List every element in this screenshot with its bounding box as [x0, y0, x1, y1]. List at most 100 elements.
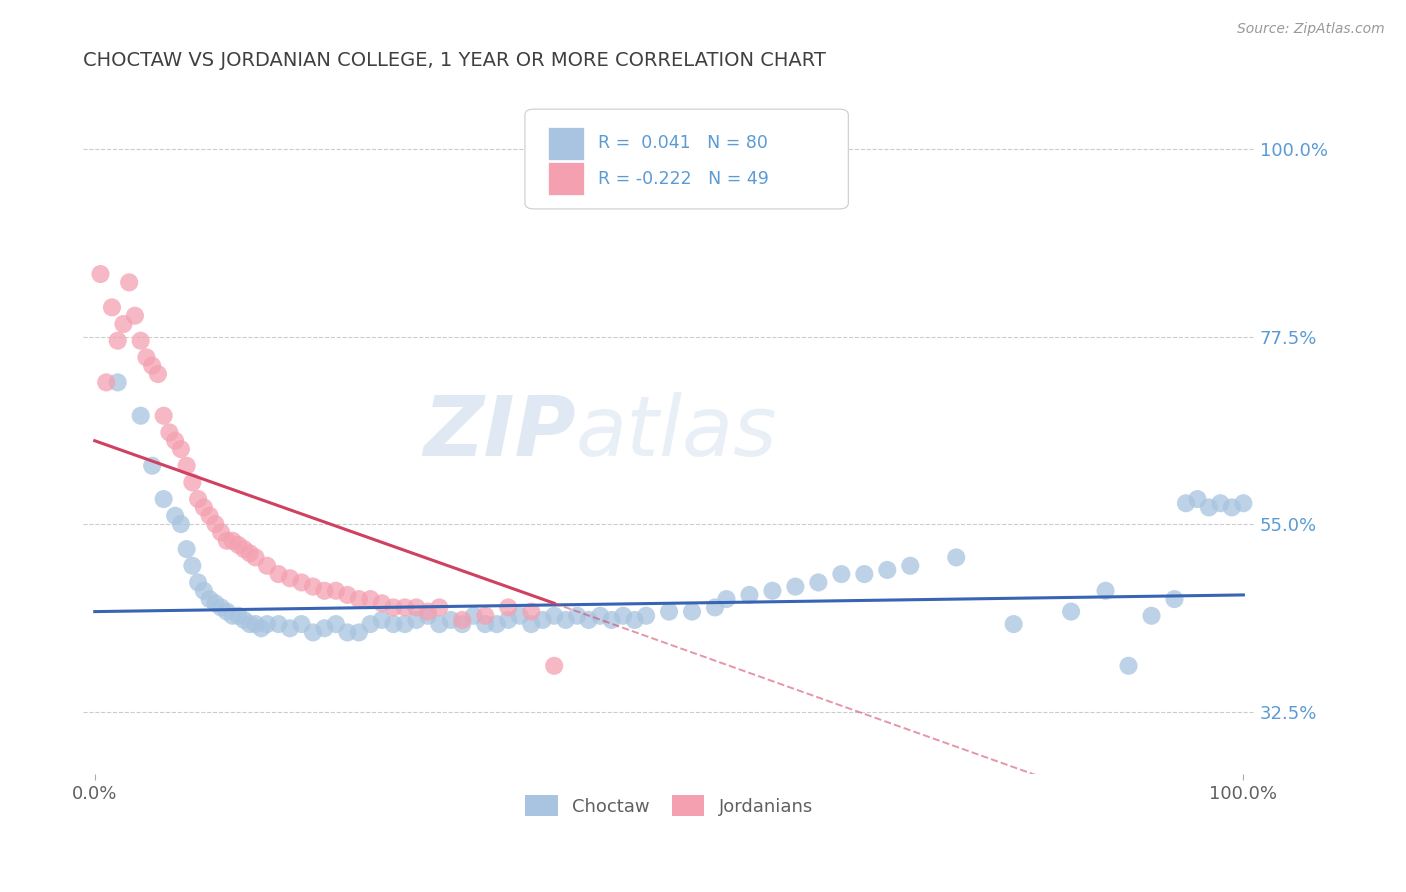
Point: [440, 613, 463, 627]
Point: [405, 613, 427, 627]
Point: [394, 600, 416, 615]
Point: [463, 608, 485, 623]
Point: [215, 605, 238, 619]
Point: [359, 617, 381, 632]
Point: [101, 301, 124, 315]
Text: R =  0.041   N = 80: R = 0.041 N = 80: [598, 135, 768, 153]
Point: [176, 542, 198, 557]
Point: [165, 434, 187, 448]
Point: [239, 617, 262, 632]
Point: [543, 608, 565, 623]
Point: [107, 334, 129, 348]
Point: [371, 613, 394, 627]
Point: [336, 625, 359, 640]
Point: [427, 617, 450, 632]
Point: [239, 546, 262, 560]
Point: [474, 608, 496, 623]
Point: [1140, 608, 1163, 623]
Point: [146, 367, 169, 381]
Point: [256, 617, 278, 632]
Point: [336, 588, 359, 602]
Text: atlas: atlas: [575, 392, 778, 473]
Point: [226, 608, 249, 623]
Point: [278, 571, 301, 585]
Point: [118, 276, 141, 290]
Point: [416, 605, 439, 619]
Point: [89, 267, 111, 281]
Point: [520, 617, 543, 632]
Point: [1163, 592, 1185, 607]
Point: [807, 575, 830, 590]
Point: [716, 592, 738, 607]
Point: [704, 600, 727, 615]
Point: [302, 625, 325, 640]
Point: [543, 658, 565, 673]
Point: [853, 567, 876, 582]
Point: [198, 508, 221, 523]
Text: CHOCTAW VS JORDANIAN COLLEGE, 1 YEAR OR MORE CORRELATION CHART: CHOCTAW VS JORDANIAN COLLEGE, 1 YEAR OR …: [83, 51, 827, 70]
Point: [612, 608, 634, 623]
Point: [267, 617, 290, 632]
Point: [1094, 583, 1116, 598]
Point: [245, 617, 267, 632]
Point: [314, 583, 336, 598]
Point: [496, 613, 519, 627]
Point: [509, 608, 531, 623]
Point: [600, 613, 623, 627]
Point: [290, 575, 312, 590]
Point: [898, 558, 921, 573]
Point: [1209, 496, 1232, 510]
Point: [578, 613, 600, 627]
Point: [416, 608, 439, 623]
Point: [267, 567, 290, 582]
Point: [474, 617, 496, 632]
Point: [204, 517, 226, 532]
Point: [221, 608, 243, 623]
Point: [520, 605, 543, 619]
Point: [1118, 658, 1140, 673]
Point: [96, 376, 118, 390]
Point: [302, 580, 325, 594]
Point: [107, 376, 129, 390]
Point: [245, 550, 267, 565]
FancyBboxPatch shape: [548, 127, 583, 160]
Text: Source: ZipAtlas.com: Source: ZipAtlas.com: [1237, 22, 1385, 37]
Point: [1187, 492, 1209, 507]
Point: [359, 592, 381, 607]
Point: [152, 409, 174, 423]
Point: [876, 563, 898, 577]
Point: [485, 617, 508, 632]
Point: [658, 605, 681, 619]
Point: [531, 613, 554, 627]
Point: [135, 351, 157, 365]
Point: [187, 575, 209, 590]
Point: [226, 538, 249, 552]
Point: [382, 617, 405, 632]
Point: [405, 600, 427, 615]
Point: [394, 617, 416, 632]
Point: [215, 533, 238, 548]
Point: [945, 550, 967, 565]
Point: [198, 592, 221, 607]
Point: [761, 583, 783, 598]
Point: [589, 608, 612, 623]
Point: [314, 621, 336, 635]
Point: [124, 309, 146, 323]
Point: [636, 608, 658, 623]
Point: [193, 583, 215, 598]
Point: [141, 359, 163, 373]
Point: [554, 613, 576, 627]
Point: [129, 409, 152, 423]
Point: [1174, 496, 1197, 510]
Point: [623, 613, 645, 627]
Text: ZIP: ZIP: [423, 392, 575, 473]
Point: [176, 458, 198, 473]
Point: [371, 596, 394, 610]
Point: [830, 567, 852, 582]
Point: [1060, 605, 1083, 619]
Point: [382, 600, 405, 615]
Text: R = -0.222   N = 49: R = -0.222 N = 49: [598, 169, 769, 188]
Point: [112, 317, 135, 331]
Point: [129, 334, 152, 348]
Point: [165, 508, 187, 523]
